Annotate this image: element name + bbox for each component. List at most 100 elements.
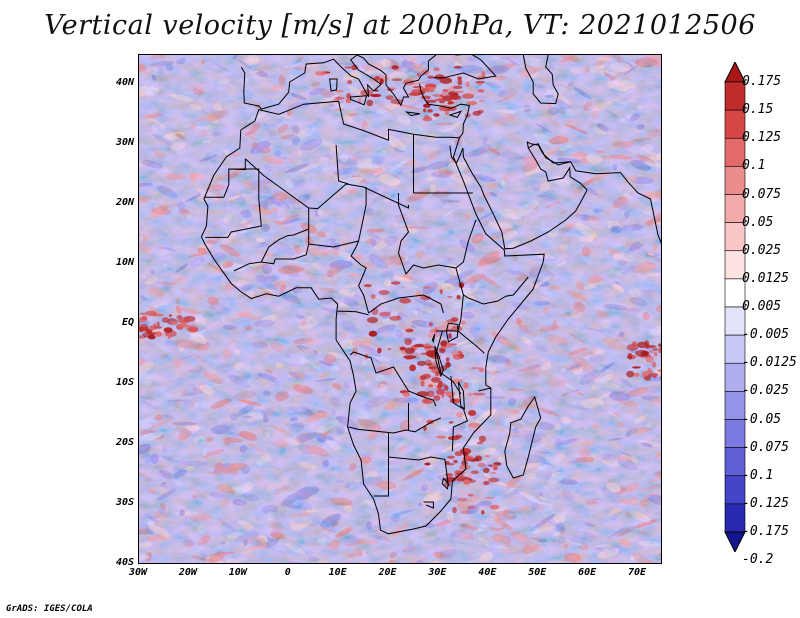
colorbar-tick-label: -0.005 xyxy=(742,327,789,343)
hotspot-patch xyxy=(456,478,464,482)
country-border xyxy=(308,240,359,248)
hotspot-patch xyxy=(645,355,655,363)
hotspot-patch xyxy=(377,347,382,354)
hotspot-patch xyxy=(177,317,191,324)
hotspot-patch xyxy=(404,347,415,354)
hotspot-patch xyxy=(641,371,647,378)
hotspot-patch xyxy=(459,464,471,471)
hotspot-patch xyxy=(435,98,446,101)
hotspot-patch xyxy=(652,347,659,351)
lat-label: 30N xyxy=(115,137,134,148)
hotspot-patch xyxy=(488,477,500,483)
lon-label: 20E xyxy=(378,567,397,578)
lake-outline xyxy=(431,333,436,344)
hotspot-patch xyxy=(462,93,474,99)
hotspot-patch xyxy=(315,71,327,76)
colorbar-tick-label: -0.075 xyxy=(742,439,789,455)
lake-outline xyxy=(445,322,459,343)
hotspot-patch xyxy=(139,312,147,315)
hotspot-patch xyxy=(467,505,476,510)
hotspot-patch xyxy=(478,435,487,443)
hotspot-patch xyxy=(420,295,431,301)
hotspot-patch xyxy=(484,496,496,499)
hotspot-patch xyxy=(432,94,444,97)
hotspot-patch xyxy=(453,459,458,464)
lon-label: 30W xyxy=(128,567,148,578)
hotspot-patch xyxy=(441,388,446,392)
country-border xyxy=(349,351,437,407)
country-border xyxy=(397,193,464,296)
colorbar-tick-label: -0.0125 xyxy=(742,355,797,371)
hotspot-patch xyxy=(430,328,435,332)
hotspot-patch xyxy=(426,390,435,397)
hotspot-patch xyxy=(168,314,173,317)
hotspot-patch xyxy=(368,330,378,337)
hotspot-patch xyxy=(492,464,499,468)
hotspot-patch xyxy=(460,448,472,455)
hotspot-patch xyxy=(478,367,485,373)
country-border xyxy=(388,456,449,486)
hotspot-patch xyxy=(156,321,160,328)
hotspot-patch xyxy=(460,510,472,514)
hotspot-patch xyxy=(428,322,433,327)
hotspot-patch xyxy=(363,284,372,288)
hotspot-patch xyxy=(457,351,463,354)
hotspot-patch xyxy=(447,455,455,459)
hotspot-patch xyxy=(485,455,490,457)
colorbar-tick-label: 0.15 xyxy=(742,102,774,118)
hotspot-patch xyxy=(344,66,356,69)
hotspot-patch xyxy=(402,392,411,397)
hotspot-patch xyxy=(454,434,463,438)
hotspot-patch xyxy=(647,372,658,377)
hotspot-patch xyxy=(632,366,641,369)
hotspot-patch xyxy=(433,395,441,401)
hotspot-patch xyxy=(391,78,403,82)
hotspot-patch xyxy=(649,350,654,353)
hotspot-patch xyxy=(467,101,478,106)
hotspot-patch xyxy=(440,346,448,349)
country-border xyxy=(368,294,444,314)
hotspot-patch xyxy=(139,326,149,330)
hotspot-patch xyxy=(446,342,452,348)
colorbar-bottom-arrow xyxy=(724,531,746,552)
hotspot-patch xyxy=(389,316,402,321)
coastline-cyprus xyxy=(448,110,462,118)
colorbar-tick-label: 0.0125 xyxy=(742,270,789,286)
hotspot-patch xyxy=(461,320,466,325)
hotspot-patch xyxy=(149,325,158,331)
hotspot-patch xyxy=(470,470,479,475)
hotspot-patch xyxy=(453,65,462,69)
hotspot-patch xyxy=(465,81,470,88)
colorbar-tick-label: -0.025 xyxy=(742,383,789,399)
hotspot-patch xyxy=(416,360,427,366)
country-border xyxy=(350,187,370,314)
hotspot-patch xyxy=(141,315,148,320)
hotspot-patch xyxy=(438,347,446,354)
hotspot-patch xyxy=(191,326,196,330)
hotspot-patch xyxy=(391,65,399,70)
hotspot-patch xyxy=(481,70,486,78)
country-border xyxy=(337,310,369,316)
coastline-iran xyxy=(530,143,571,164)
hotspot-patch xyxy=(654,351,658,357)
hotspot-patch xyxy=(468,410,477,416)
hotspot-patch xyxy=(489,504,500,510)
hotspot-patch xyxy=(155,331,162,337)
country-border xyxy=(457,276,529,332)
hotspot-patch xyxy=(374,76,381,81)
hotspot-patch xyxy=(445,108,450,116)
hotspot-patch xyxy=(651,361,657,368)
hotspot-patch xyxy=(345,98,352,104)
coastline-madagascar xyxy=(504,395,542,479)
hotspot-patch xyxy=(436,435,447,439)
hotspot-patch xyxy=(448,332,452,339)
hotspot-patch xyxy=(390,281,401,285)
hotspot-patch xyxy=(633,372,640,377)
hotspot-patch xyxy=(467,494,474,497)
hotspot-patch xyxy=(463,382,469,389)
country-border xyxy=(478,387,491,392)
hotspot-patch xyxy=(445,392,456,397)
hotspot-patch xyxy=(490,471,497,475)
lon-label: 10W xyxy=(228,567,247,578)
hotspot-patch xyxy=(451,325,463,332)
